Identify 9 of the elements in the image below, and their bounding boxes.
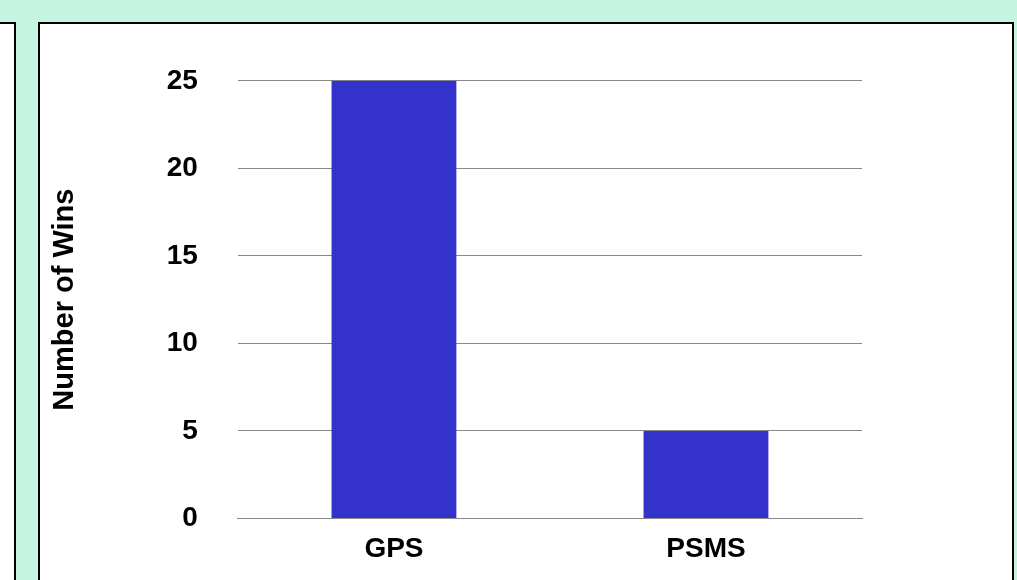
y-tick-label: 10: [166, 326, 198, 358]
y-tick-label: 0: [182, 501, 198, 533]
y-tick-label: 15: [166, 238, 198, 270]
y-tick-label: 20: [166, 151, 198, 183]
x-tick-label: PSMS: [666, 531, 746, 563]
x-tick-label: GPS: [364, 531, 424, 563]
y-axis-title: Number of Wins: [47, 188, 80, 411]
y-tick-label: 5: [182, 413, 198, 445]
y-tick-label: 25: [166, 63, 198, 95]
